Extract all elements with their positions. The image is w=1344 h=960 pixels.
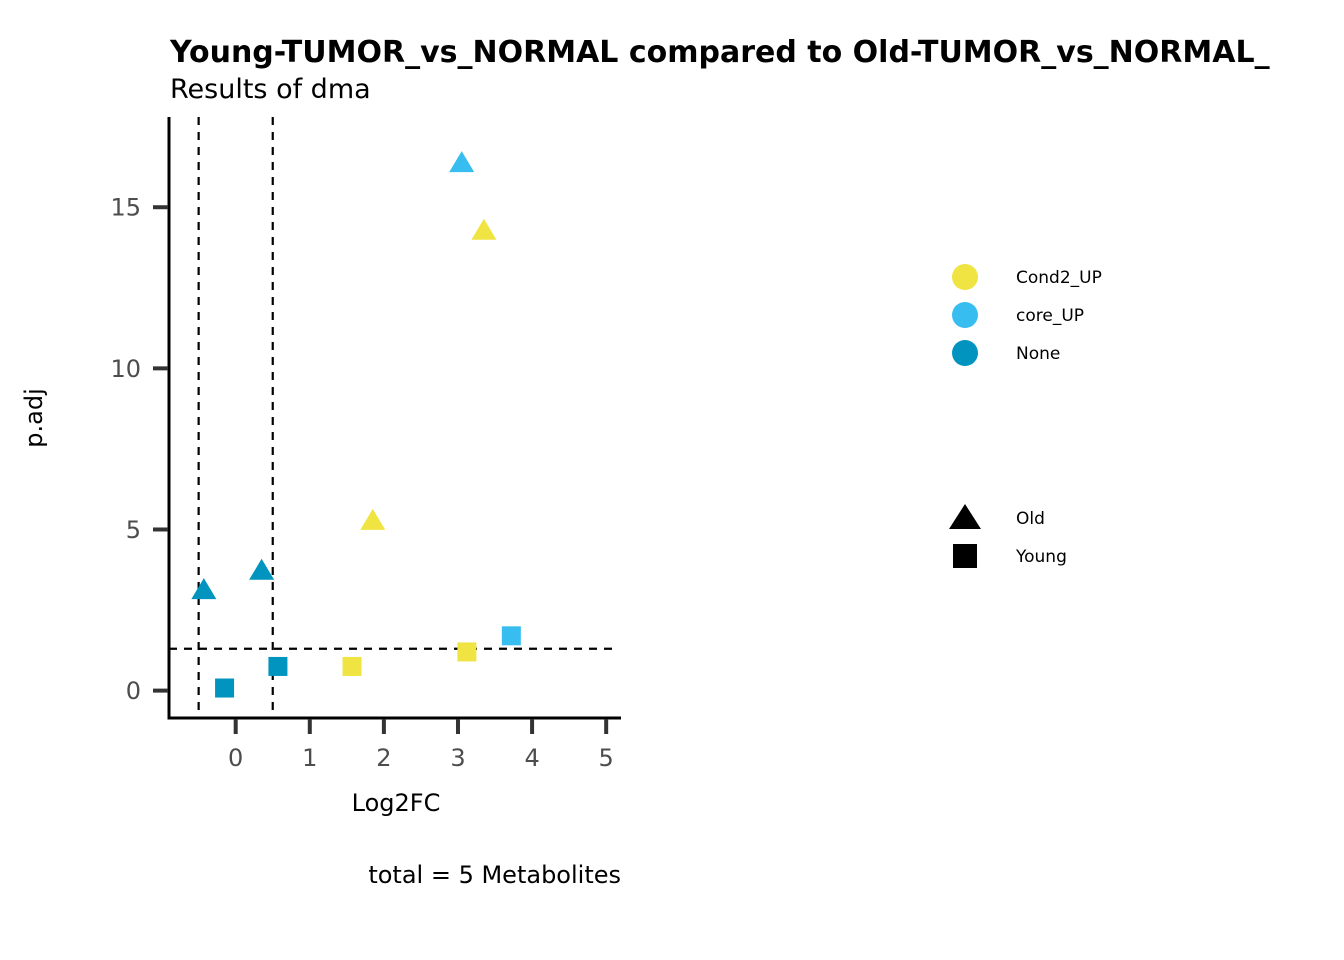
legend-label: Old (1016, 509, 1045, 529)
y-tick-label: 5 (126, 516, 141, 544)
chart-title: Young-TUMOR_vs_NORMAL compared to Old-TU… (169, 35, 1270, 70)
data-point-triangle (471, 218, 497, 240)
y-tick-label: 0 (126, 677, 141, 705)
chart-subtitle: Results of dma (170, 74, 371, 105)
legend-square-icon (953, 544, 977, 568)
legend: Cond2_UP core_UP None Old Young (949, 264, 1102, 568)
y-tick-label: 15 (110, 194, 141, 222)
x-tick-label: 1 (302, 744, 317, 772)
x-tick-label: 3 (450, 744, 465, 772)
plot-area: 0 5 10 15 0 1 2 3 4 5 (110, 117, 621, 772)
data-point-triangle (249, 558, 275, 580)
x-tick-label: 4 (524, 744, 539, 772)
legend-label: core_UP (1016, 306, 1084, 326)
y-tick-label: 10 (110, 355, 141, 383)
data-point-triangle (360, 508, 386, 530)
legend-label: None (1016, 344, 1060, 364)
data-point-square (501, 626, 521, 646)
legend-key-none (952, 340, 978, 366)
legend-triangle-icon (949, 504, 981, 529)
data-point-square (268, 656, 288, 676)
x-tick-label: 2 (376, 744, 391, 772)
x-axis-title: Log2FC (352, 789, 441, 817)
chart-caption: total = 5 Metabolites (368, 861, 621, 889)
data-point-square (457, 642, 477, 662)
legend-label: Young (1015, 547, 1067, 567)
y-axis-title: p.adj (20, 388, 48, 447)
legend-label: Cond2_UP (1016, 268, 1102, 288)
data-point-triangle (449, 151, 475, 173)
data-point-square (215, 678, 235, 698)
legend-key-cond2-up (952, 264, 978, 290)
data-point-square (342, 656, 362, 676)
legend-key-core-up (952, 302, 978, 328)
x-tick-label: 0 (228, 744, 243, 772)
data-point-triangle (191, 578, 217, 600)
x-tick-label: 5 (599, 744, 614, 772)
